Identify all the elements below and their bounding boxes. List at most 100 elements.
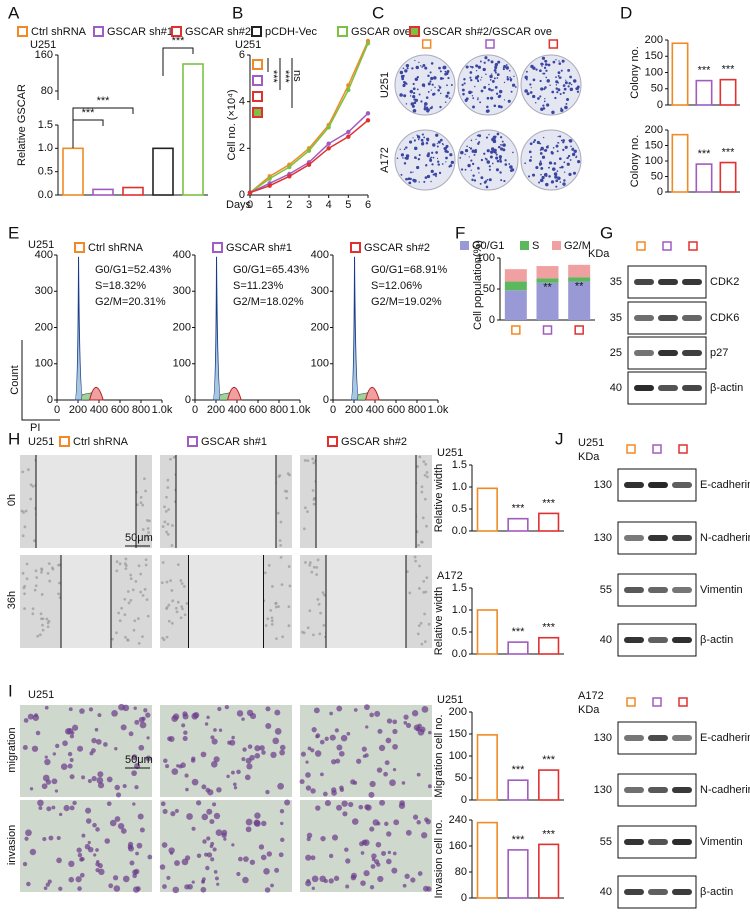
colony xyxy=(445,144,449,148)
y-tick-label: 0 xyxy=(461,794,467,806)
x-tick-label: 0 xyxy=(330,404,336,416)
colony xyxy=(485,109,490,113)
cell xyxy=(35,730,41,736)
cell xyxy=(133,706,137,710)
colony xyxy=(488,83,490,86)
cell xyxy=(27,468,30,472)
y-tick-label: 200 xyxy=(173,321,191,333)
colony xyxy=(524,162,527,165)
cell xyxy=(171,768,179,775)
cell xyxy=(96,776,104,784)
cell xyxy=(162,638,166,642)
colony xyxy=(532,68,535,70)
colony xyxy=(545,69,548,72)
cell xyxy=(128,731,134,737)
scale-label: 50μm xyxy=(125,754,153,766)
cell xyxy=(170,544,174,547)
colony xyxy=(463,78,466,81)
colony xyxy=(543,66,547,69)
cell xyxy=(58,886,63,891)
y-tick-label: 100 xyxy=(645,155,663,167)
colony xyxy=(560,69,563,72)
y-tick-label: 1.0 xyxy=(452,481,467,493)
colony xyxy=(423,180,426,183)
kda-label: 40 xyxy=(600,886,612,898)
cell xyxy=(161,525,165,528)
colony xyxy=(504,163,508,166)
colony xyxy=(430,169,434,173)
y-tick-label: 1.5 xyxy=(452,459,467,471)
cell xyxy=(424,590,428,594)
cell xyxy=(236,871,241,877)
cell xyxy=(264,624,268,627)
cell xyxy=(317,602,321,606)
cell xyxy=(22,861,28,867)
colony xyxy=(558,60,560,62)
cell xyxy=(67,751,73,757)
cell xyxy=(423,612,426,616)
legend-swatch xyxy=(74,242,85,253)
cell xyxy=(126,590,130,593)
y-tick-label: 240 xyxy=(449,814,467,826)
cell xyxy=(34,584,38,588)
cell-label: U251 xyxy=(437,694,463,706)
colony xyxy=(555,80,559,84)
cell xyxy=(224,704,230,710)
cell xyxy=(92,822,97,828)
cell xyxy=(97,863,103,869)
cell xyxy=(21,470,25,474)
band xyxy=(648,735,668,741)
colony xyxy=(413,146,418,151)
cell xyxy=(424,462,428,466)
colony xyxy=(468,156,470,158)
colony xyxy=(431,106,433,109)
cell xyxy=(420,642,424,646)
cell xyxy=(258,844,265,850)
cell xyxy=(93,853,97,857)
cell xyxy=(21,534,25,538)
colony xyxy=(481,76,483,79)
legend-label: GSCAR sh#2/GSCAR ove xyxy=(423,26,552,38)
colony xyxy=(491,162,494,165)
cell xyxy=(321,591,325,595)
cell xyxy=(358,804,364,810)
legend-swatch xyxy=(93,26,104,37)
cell xyxy=(247,744,253,749)
cell xyxy=(311,489,315,492)
cell xyxy=(319,611,322,615)
bar-segment xyxy=(568,281,591,320)
y-tick-label: 0.0 xyxy=(452,525,467,537)
band xyxy=(682,315,702,321)
colony xyxy=(568,139,573,143)
cell xyxy=(266,617,270,621)
colony xyxy=(488,165,491,168)
colony xyxy=(477,98,479,101)
significance: *** xyxy=(97,95,111,107)
colony xyxy=(551,110,555,115)
cell xyxy=(111,709,118,717)
cell xyxy=(163,505,166,509)
colony xyxy=(557,88,561,92)
colony xyxy=(406,67,409,70)
cell xyxy=(56,857,62,864)
cell xyxy=(316,558,320,562)
kda-label: 35 xyxy=(610,276,622,288)
colony xyxy=(405,154,410,158)
cell xyxy=(241,757,246,762)
cell xyxy=(72,800,77,806)
cell xyxy=(376,767,383,773)
legend-swatch xyxy=(327,436,338,447)
legend-swatch xyxy=(171,26,182,37)
bar-segment xyxy=(504,281,527,291)
cell xyxy=(276,511,280,515)
cell xyxy=(423,640,427,643)
cell xyxy=(381,850,387,856)
legend-swatch xyxy=(251,26,262,37)
colony xyxy=(556,150,559,153)
cell xyxy=(21,571,25,575)
colony xyxy=(484,157,487,160)
y-axis-label: Colony no. xyxy=(629,135,641,188)
cell xyxy=(405,722,412,729)
cycle-stat: G2/M=20.31% xyxy=(95,296,166,308)
cell xyxy=(166,875,171,880)
